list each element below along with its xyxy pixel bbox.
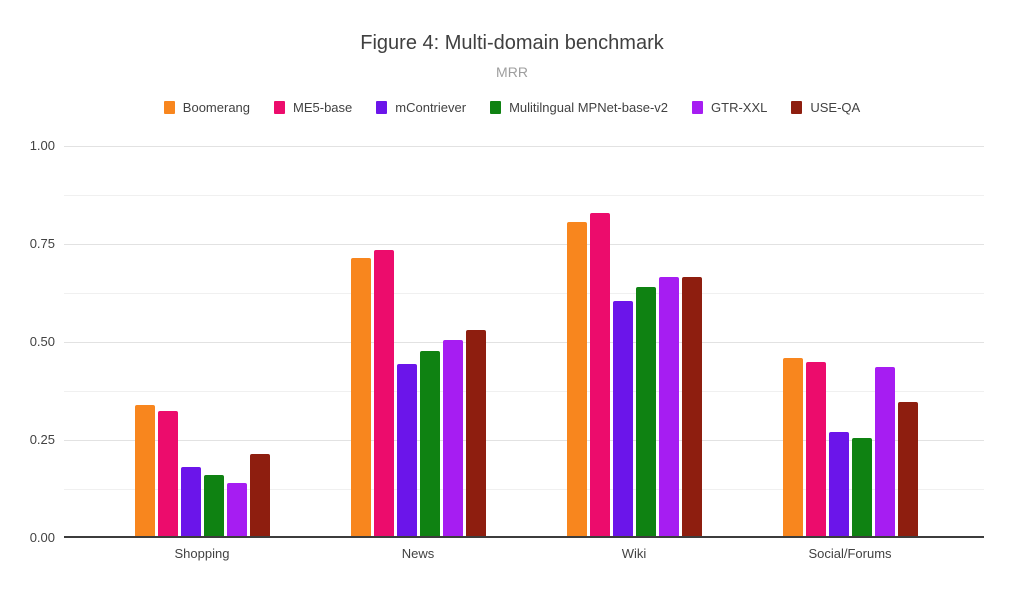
- bar-use-qa-shopping: [249, 453, 270, 538]
- legend-item-use-qa: USE-QA: [791, 100, 860, 115]
- legend-label: USE-QA: [810, 100, 861, 115]
- bar-gtr-xxl-shopping: [226, 483, 247, 538]
- gridline-major: [64, 146, 984, 147]
- bar-boomerang-shopping: [134, 404, 155, 538]
- x-tick-label-social-forums: Social/Forums: [808, 546, 892, 561]
- legend-item-gtr-xxl: GTR-XXL: [692, 100, 767, 115]
- legend-item-mulitilngual-mpnet-base-v2: Mulitilngual MPNet-base-v2: [490, 100, 668, 115]
- x-tick-label-news: News: [401, 546, 435, 561]
- legend-swatch-icon: [376, 101, 388, 114]
- y-tick-label: 0.50: [29, 334, 55, 349]
- gridline-major: [64, 440, 984, 441]
- gridline-minor: [64, 391, 984, 392]
- bar-boomerang-news: [350, 257, 371, 538]
- y-tick-label: 0.00: [29, 530, 55, 545]
- y-axis: 0.00 0.25 0.50 0.75 1.00: [0, 138, 55, 545]
- plot-area: [64, 146, 984, 538]
- legend-label: mContriever: [395, 100, 467, 115]
- bar-use-qa-social-forums: [897, 401, 918, 538]
- bar-me5-base-social-forums: [805, 361, 826, 538]
- bar-mulitilngual-mpnet-base-v2-news: [419, 351, 440, 538]
- legend-label: Mulitilngual MPNet-base-v2: [509, 100, 669, 115]
- y-tick-label: 0.25: [29, 432, 55, 447]
- bar-mcontriever-social-forums: [828, 432, 849, 538]
- gridline-minor: [64, 489, 984, 490]
- legend-item-boomerang: Boomerang: [163, 100, 251, 115]
- gridline-major: [64, 342, 984, 343]
- bar-me5-base-wiki: [589, 212, 610, 538]
- bar-group-shopping: [94, 146, 310, 538]
- legend-swatch-icon: [490, 101, 502, 114]
- x-axis: Shopping News Wiki Social/Forums: [94, 546, 958, 562]
- gridline-major: [64, 244, 984, 245]
- bar-me5-base-news: [373, 249, 394, 538]
- legend: Boomerang ME5-base mContriever Mulitilngual…: [0, 100, 1024, 115]
- bar-boomerang-social-forums: [782, 357, 803, 538]
- bar-use-qa-news: [465, 330, 486, 538]
- x-tick-label-shopping: Shopping: [174, 546, 230, 561]
- bar-mcontriever-news: [396, 363, 417, 538]
- bar-mulitilngual-mpnet-base-v2-wiki: [635, 287, 656, 538]
- x-tick-label-wiki: Wiki: [621, 546, 647, 561]
- legend-label: ME5-base: [293, 100, 353, 115]
- gridline-minor: [64, 293, 984, 294]
- y-tick-label: 0.75: [29, 236, 55, 251]
- bar-mulitilngual-mpnet-base-v2-social-forums: [851, 438, 872, 538]
- gridline-minor: [64, 195, 984, 196]
- bar-me5-base-shopping: [157, 410, 178, 538]
- bar-use-qa-wiki: [681, 276, 702, 538]
- bar-boomerang-wiki: [566, 222, 587, 538]
- bar-group-social-forums: [742, 146, 958, 538]
- bar-group-wiki: [526, 146, 742, 538]
- bar-gtr-xxl-news: [442, 340, 463, 538]
- y-tick-label: 1.00: [29, 138, 55, 153]
- chart-title: Figure 4: Multi-domain benchmark: [360, 32, 664, 54]
- bar-mulitilngual-mpnet-base-v2-shopping: [203, 475, 224, 538]
- legend-item-me5-base: ME5-base: [274, 100, 352, 115]
- legend-item-mcontriever: mContriever: [376, 100, 466, 115]
- legend-label: Boomerang: [182, 100, 251, 115]
- bar-gtr-xxl-social-forums: [874, 366, 895, 538]
- bar-gtr-xxl-wiki: [658, 276, 679, 538]
- bar-group-news: [310, 146, 526, 538]
- legend-swatch-icon: [274, 101, 286, 114]
- legend-swatch-icon: [692, 101, 704, 114]
- x-axis-baseline: [64, 536, 984, 538]
- legend-swatch-icon: [791, 101, 803, 114]
- chart-subtitle: MRR: [496, 64, 528, 80]
- bar-groups: [94, 146, 958, 538]
- bar-mcontriever-wiki: [612, 300, 633, 538]
- bar-mcontriever-shopping: [180, 467, 201, 538]
- legend-label: GTR-XXL: [711, 100, 768, 115]
- legend-swatch-icon: [163, 101, 175, 114]
